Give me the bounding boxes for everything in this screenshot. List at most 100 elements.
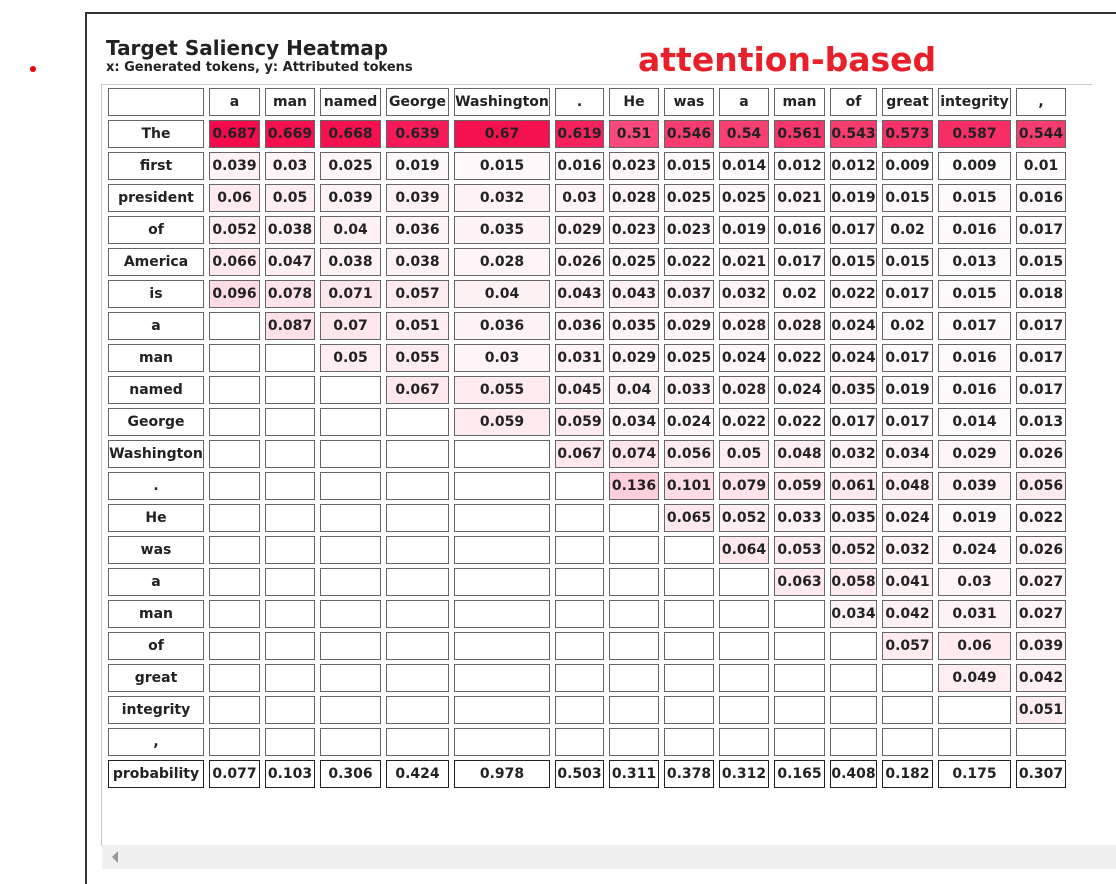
heat-cell: 0.017 [938, 312, 1011, 340]
heat-cell: 0.67 [454, 120, 550, 148]
annotation: attention-based [638, 40, 937, 79]
empty-cell [774, 696, 825, 724]
heat-cell: 0.032 [830, 440, 877, 468]
empty-cell [609, 632, 659, 660]
heat-cell: 0.04 [320, 216, 381, 244]
scrollbar[interactable] [102, 845, 1116, 869]
empty-cell [774, 728, 825, 756]
column-header: . [555, 88, 604, 116]
heat-cell: 0.587 [938, 120, 1011, 148]
heat-cell: 0.022 [774, 344, 825, 372]
heat-cell: 0.048 [882, 472, 933, 500]
empty-cell [209, 504, 260, 532]
column-header: Washington [454, 88, 550, 116]
heat-cell: 0.059 [555, 408, 604, 436]
heat-cell: 0.039 [386, 184, 449, 212]
heat-cell: 0.028 [719, 312, 769, 340]
heat-cell: 0.028 [774, 312, 825, 340]
probability-cell: 0.378 [664, 760, 714, 788]
empty-cell [664, 664, 714, 692]
heat-cell: 0.01 [1016, 152, 1066, 180]
scroll-left-arrow[interactable] [112, 851, 118, 863]
empty-cell [555, 504, 604, 532]
heat-cell: 0.03 [265, 152, 315, 180]
empty-cell [609, 664, 659, 692]
row-header: The [108, 120, 204, 148]
empty-cell [265, 408, 315, 436]
empty-cell [209, 664, 260, 692]
empty-cell [209, 696, 260, 724]
empty-cell [938, 696, 1011, 724]
heat-cell: 0.687 [209, 120, 260, 148]
row-header: . [108, 472, 204, 500]
empty-cell [386, 504, 449, 532]
heat-cell: 0.059 [454, 408, 550, 436]
empty-cell [454, 504, 550, 532]
empty-cell [882, 728, 933, 756]
probability-cell: 0.978 [454, 760, 550, 788]
row-header: Washington [108, 440, 204, 468]
heat-cell: 0.036 [386, 216, 449, 244]
heat-cell: 0.026 [555, 248, 604, 276]
heat-cell: 0.043 [555, 280, 604, 308]
heat-cell: 0.056 [1016, 472, 1066, 500]
heat-cell: 0.031 [938, 600, 1011, 628]
heat-cell: 0.029 [938, 440, 1011, 468]
heat-cell: 0.022 [830, 280, 877, 308]
heat-cell: 0.049 [938, 664, 1011, 692]
bullet [30, 66, 36, 72]
heat-cell: 0.065 [664, 504, 714, 532]
heat-cell: 0.042 [882, 600, 933, 628]
subtitle: x: Generated tokens, y: Attributed token… [106, 60, 413, 75]
heat-cell: 0.056 [664, 440, 714, 468]
heat-cell: 0.024 [830, 344, 877, 372]
heat-cell: 0.02 [882, 216, 933, 244]
heat-cell: 0.051 [386, 312, 449, 340]
heat-cell: 0.573 [882, 120, 933, 148]
probability-cell: 0.165 [774, 760, 825, 788]
heat-cell: 0.017 [1016, 216, 1066, 244]
heat-cell: 0.035 [830, 504, 877, 532]
heat-cell: 0.027 [1016, 568, 1066, 596]
empty-cell [209, 312, 260, 340]
column-header: , [1016, 88, 1066, 116]
empty-cell [719, 696, 769, 724]
row: of 0.057 0.06 0.039 [108, 632, 1066, 660]
heat-cell: 0.009 [938, 152, 1011, 180]
heat-cell: 0.016 [1016, 184, 1066, 212]
heat-cell: 0.013 [1016, 408, 1066, 436]
heat-cell: 0.033 [774, 504, 825, 532]
heat-cell: 0.045 [555, 376, 604, 404]
column-header: a [209, 88, 260, 116]
heat-cell: 0.066 [209, 248, 260, 276]
column-header: was [664, 88, 714, 116]
heat-cell: 0.039 [938, 472, 1011, 500]
heat-cell: 0.057 [882, 632, 933, 660]
heat-cell: 0.06 [938, 632, 1011, 660]
heat-cell: 0.015 [664, 152, 714, 180]
heat-cell: 0.042 [1016, 664, 1066, 692]
heatmap-table: a man named George Washington. He was a man of gre… [103, 84, 1071, 792]
empty-cell [209, 472, 260, 500]
empty-cell [719, 728, 769, 756]
heat-cell: 0.067 [555, 440, 604, 468]
heat-cell: 0.07 [320, 312, 381, 340]
empty-cell [664, 568, 714, 596]
column-header: named [320, 88, 381, 116]
heat-cell: 0.027 [1016, 600, 1066, 628]
heat-cell: 0.019 [938, 504, 1011, 532]
empty-cell [265, 440, 315, 468]
heat-cell: 0.024 [830, 312, 877, 340]
probability-cell: 0.306 [320, 760, 381, 788]
heat-cell: 0.024 [938, 536, 1011, 564]
heat-cell: 0.087 [265, 312, 315, 340]
empty-cell [609, 536, 659, 564]
heat-cell: 0.012 [774, 152, 825, 180]
empty-cell [386, 568, 449, 596]
row-header: probability [108, 760, 204, 788]
row: Washington 0.067 0.074 0.056 0.05 0.048 0.032 0… [108, 440, 1066, 468]
empty-cell [719, 600, 769, 628]
probability-cell: 0.077 [209, 760, 260, 788]
row: president 0.06 0.05 0.039 0.039 0.032 0.03 0.02… [108, 184, 1066, 212]
